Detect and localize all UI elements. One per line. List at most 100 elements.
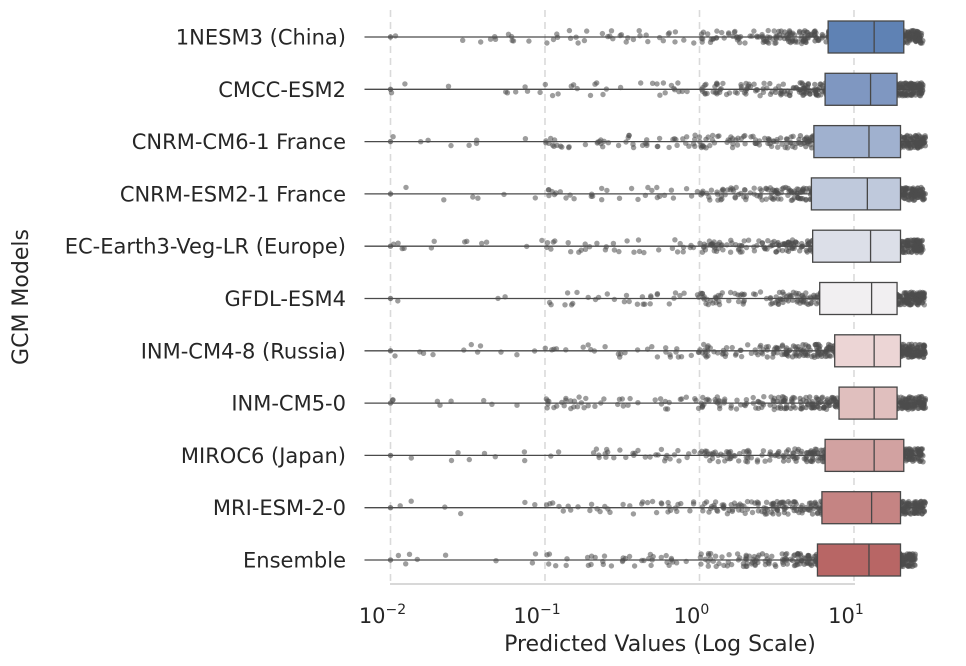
strip-point: [775, 239, 781, 246]
strip-point: [392, 33, 399, 39]
strip-point: [672, 29, 679, 35]
strip-point: [656, 135, 663, 142]
strip-point: [681, 37, 687, 43]
strip-point: [767, 402, 773, 408]
strip-point: [700, 394, 706, 401]
strip-point: [418, 139, 424, 145]
strip-point: [627, 395, 633, 402]
strip-point: [910, 83, 917, 89]
strip-point: [708, 298, 714, 304]
strip-point: [728, 455, 734, 461]
strip-point: [559, 144, 565, 150]
strip-point: [549, 347, 555, 353]
strip-point: [589, 191, 595, 197]
strip-point: [568, 83, 574, 89]
strip-point: [623, 454, 629, 461]
strip-point: [546, 398, 552, 404]
strip-point: [771, 188, 778, 194]
strip-point: [667, 354, 674, 360]
strip-point: [596, 454, 602, 461]
strip-point: [780, 289, 786, 295]
strip-point: [767, 80, 773, 87]
strip-point: [678, 500, 684, 507]
strip-point: [657, 92, 663, 98]
strip-point: [823, 353, 829, 360]
strip-point: [630, 144, 637, 151]
strip-point: [736, 450, 743, 457]
strip-point: [922, 398, 928, 404]
strip-point: [677, 292, 683, 299]
strip-point: [722, 458, 728, 464]
strip-point: [751, 191, 757, 197]
strip-point: [904, 299, 911, 306]
strip-point: [460, 37, 466, 43]
strip-point: [531, 348, 538, 354]
strip-point: [402, 81, 408, 87]
strip-point: [603, 86, 610, 92]
strip-point: [801, 136, 808, 142]
strip-point: [705, 348, 711, 354]
strip-point: [671, 295, 677, 301]
strip-point: [908, 249, 915, 255]
strip-point: [798, 406, 805, 412]
strip-point: [757, 93, 763, 99]
strip-point: [703, 453, 709, 459]
strip-point: [395, 298, 401, 304]
strip-point: [910, 27, 916, 34]
strip-point: [773, 35, 779, 41]
strip-point: [727, 289, 734, 296]
strip-point: [462, 239, 468, 245]
strip-point: [681, 290, 687, 296]
strip-point: [795, 446, 802, 453]
strip-point: [649, 344, 655, 350]
strip-point: [390, 134, 396, 140]
strip-point: [607, 509, 613, 515]
strip-point: [752, 347, 758, 353]
strip-point: [781, 509, 787, 516]
strip-point: [902, 134, 908, 141]
strip-point: [660, 80, 667, 86]
strip-point: [665, 499, 671, 506]
strip-point: [900, 350, 906, 356]
strip-point: [726, 507, 732, 514]
strip-point: [635, 196, 641, 203]
strip-point: [493, 558, 499, 564]
strip-point: [743, 80, 749, 87]
strip-point: [764, 507, 770, 513]
strip-point: [587, 507, 593, 514]
strip-point: [587, 92, 594, 99]
strip-point: [714, 508, 721, 514]
strip-point: [658, 554, 664, 561]
strip-point: [746, 451, 752, 457]
strip-point: [602, 451, 608, 457]
strip-point: [653, 452, 659, 458]
strip-point: [920, 197, 926, 203]
strip-point: [555, 449, 562, 455]
strip-point: [594, 80, 600, 86]
strip-point: [674, 142, 680, 148]
strip-point: [818, 455, 824, 461]
strip-point: [387, 191, 394, 197]
strip-point: [769, 300, 776, 306]
strip-point: [549, 92, 556, 99]
strip-point: [574, 85, 580, 92]
strip-point: [775, 394, 782, 401]
strip-point: [780, 241, 786, 247]
strip-point: [783, 405, 790, 411]
strip-point: [711, 239, 717, 245]
strip-point: [664, 406, 671, 412]
strip-point: [763, 196, 769, 202]
strip-point: [616, 248, 622, 255]
strip-point: [824, 396, 830, 402]
strip-point: [793, 290, 799, 296]
strip-point: [759, 351, 766, 357]
strip-point: [461, 347, 467, 353]
strip-point: [774, 345, 780, 351]
strip-point: [745, 342, 751, 348]
strip-point: [903, 31, 909, 38]
strip-point: [767, 295, 774, 302]
strip-point: [571, 398, 578, 404]
strip-point: [414, 556, 420, 563]
strip-point: [548, 453, 554, 459]
strip-point: [905, 40, 911, 46]
